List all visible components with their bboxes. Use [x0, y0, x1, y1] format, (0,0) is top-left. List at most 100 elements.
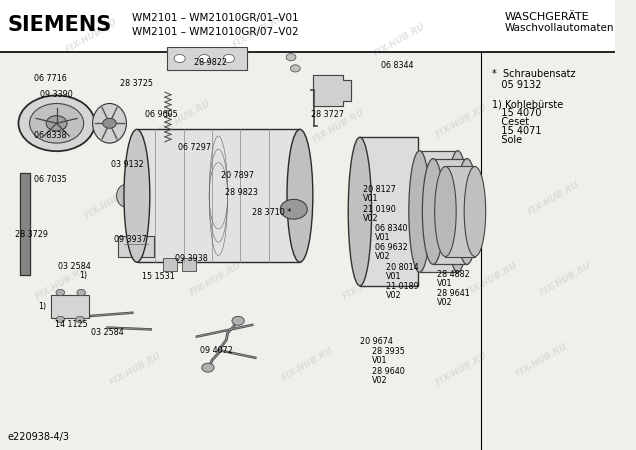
Ellipse shape — [464, 166, 486, 256]
Text: 28 9641: 28 9641 — [437, 289, 469, 298]
Text: 06 7716: 06 7716 — [34, 74, 67, 83]
Ellipse shape — [287, 130, 313, 262]
Text: 05 9132: 05 9132 — [492, 80, 542, 90]
FancyBboxPatch shape — [0, 0, 615, 52]
FancyBboxPatch shape — [163, 258, 177, 271]
Text: V02: V02 — [375, 252, 391, 261]
Text: FIX-HUB.RU: FIX-HUB.RU — [188, 261, 243, 297]
Text: FIX-HUB.RU: FIX-HUB.RU — [83, 184, 138, 221]
Text: 1): 1) — [38, 302, 46, 311]
FancyBboxPatch shape — [433, 159, 467, 264]
Text: FIX-HUB.RU: FIX-HUB.RU — [526, 180, 581, 216]
Text: 06 8340: 06 8340 — [375, 224, 408, 233]
Text: SIEMENS: SIEMENS — [8, 15, 112, 35]
FancyBboxPatch shape — [182, 258, 196, 271]
Text: 20 8127: 20 8127 — [363, 185, 396, 194]
FancyBboxPatch shape — [118, 236, 154, 257]
Text: 06 9632: 06 9632 — [375, 243, 408, 252]
Text: 09 4072: 09 4072 — [200, 346, 233, 355]
Text: FIX-HUB.RU: FIX-HUB.RU — [373, 22, 427, 59]
Text: FIX-HUB.RU: FIX-HUB.RU — [65, 18, 120, 54]
FancyBboxPatch shape — [51, 295, 89, 318]
Circle shape — [46, 116, 67, 131]
Text: FIX-HUB.RU: FIX-HUB.RU — [391, 184, 446, 221]
Text: FIX-HUB.RU: FIX-HUB.RU — [434, 103, 489, 140]
Ellipse shape — [116, 184, 135, 207]
Circle shape — [232, 316, 244, 325]
Text: 15 4071: 15 4071 — [492, 126, 542, 136]
Text: 09 3938: 09 3938 — [176, 254, 208, 263]
Circle shape — [77, 289, 85, 296]
Ellipse shape — [93, 104, 127, 143]
Text: V02: V02 — [386, 291, 402, 300]
Text: 21 0189: 21 0189 — [386, 282, 419, 291]
Text: 15 1531: 15 1531 — [141, 272, 174, 281]
Text: 1): 1) — [79, 271, 87, 280]
Text: WM2101 – WM21010GR/07–V02: WM2101 – WM21010GR/07–V02 — [132, 27, 299, 37]
Text: FIX-HUB.RU: FIX-HUB.RU — [514, 342, 569, 378]
Text: 14 1125: 14 1125 — [55, 320, 88, 329]
Text: V02: V02 — [437, 298, 452, 307]
Text: 09 3390: 09 3390 — [40, 90, 73, 99]
Text: 28 9822: 28 9822 — [194, 58, 227, 67]
Text: V01: V01 — [386, 272, 402, 281]
Text: V01: V01 — [375, 233, 391, 242]
Text: FIX-HUB.RU: FIX-HUB.RU — [22, 103, 77, 140]
Text: FIX-HUB.RU: FIX-HUB.RU — [34, 265, 89, 302]
Text: 09 3937: 09 3937 — [114, 235, 147, 244]
Text: 03 2584: 03 2584 — [59, 262, 91, 271]
Text: FIX-HUB.RU: FIX-HUB.RU — [434, 351, 489, 387]
Text: V01: V01 — [437, 279, 452, 288]
Text: 15 4070: 15 4070 — [492, 108, 542, 118]
Text: 06 7035: 06 7035 — [34, 176, 67, 184]
FancyBboxPatch shape — [137, 130, 300, 262]
Circle shape — [223, 54, 235, 63]
Text: 06 9605: 06 9605 — [144, 110, 177, 119]
Circle shape — [174, 54, 185, 63]
Text: 06 8344: 06 8344 — [382, 61, 414, 70]
Text: Sole: Sole — [492, 135, 522, 145]
Text: 20 8014: 20 8014 — [386, 263, 419, 272]
Text: V02: V02 — [363, 214, 378, 223]
Circle shape — [286, 54, 296, 61]
Polygon shape — [312, 75, 350, 106]
FancyBboxPatch shape — [360, 137, 418, 286]
Text: FIX-HUB.RU: FIX-HUB.RU — [231, 13, 286, 50]
Text: FIX-HUB.RU: FIX-HUB.RU — [280, 346, 335, 383]
Text: WM2101 – WM21010GR/01–V01: WM2101 – WM21010GR/01–V01 — [132, 13, 299, 23]
Circle shape — [280, 199, 307, 219]
Ellipse shape — [456, 159, 478, 265]
Text: 28 4882: 28 4882 — [437, 270, 469, 279]
FancyBboxPatch shape — [420, 151, 458, 272]
Text: 03 2584: 03 2584 — [91, 328, 124, 337]
Text: e220938-4/3: e220938-4/3 — [8, 432, 69, 442]
Circle shape — [29, 104, 84, 143]
Circle shape — [76, 316, 85, 323]
Text: FIX-HUB.RU: FIX-HUB.RU — [539, 261, 593, 297]
Text: 20 9674: 20 9674 — [360, 337, 393, 346]
Text: 06 7297: 06 7297 — [179, 143, 211, 152]
Ellipse shape — [409, 151, 431, 272]
Circle shape — [291, 65, 300, 72]
Ellipse shape — [422, 159, 444, 265]
Text: 06 8338: 06 8338 — [34, 130, 66, 140]
Text: FIX-HUB.RU: FIX-HUB.RU — [465, 261, 520, 297]
Text: FIX-HUB.RU: FIX-HUB.RU — [108, 351, 163, 387]
Text: V02: V02 — [372, 376, 388, 385]
Text: FIX-HUB.RU: FIX-HUB.RU — [342, 265, 397, 302]
Ellipse shape — [447, 151, 469, 272]
Ellipse shape — [434, 166, 456, 256]
Text: 28 9640: 28 9640 — [372, 367, 405, 376]
Circle shape — [18, 95, 95, 151]
FancyBboxPatch shape — [445, 166, 475, 256]
FancyBboxPatch shape — [167, 47, 247, 70]
Circle shape — [198, 54, 210, 63]
Text: Ceset: Ceset — [492, 117, 529, 127]
Text: FIX-HUB.RU: FIX-HUB.RU — [311, 108, 366, 144]
Text: *  Schraubensatz: * Schraubensatz — [492, 69, 576, 79]
Text: V01: V01 — [372, 356, 388, 365]
Text: 1) Kohlebürste: 1) Kohlebürste — [492, 99, 563, 109]
Text: V01: V01 — [363, 194, 378, 203]
Circle shape — [56, 289, 65, 296]
Polygon shape — [20, 173, 29, 274]
